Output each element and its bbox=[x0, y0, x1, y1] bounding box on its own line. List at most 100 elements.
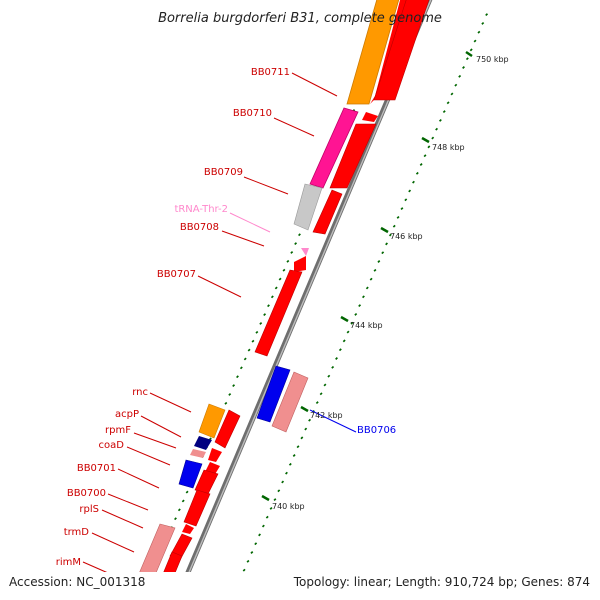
minor-tick-left bbox=[298, 233, 301, 237]
label-trna-thr-2: tRNA-Thr-2 bbox=[174, 204, 228, 215]
minor-tick-right bbox=[427, 145, 431, 149]
minor-tick-right bbox=[304, 427, 308, 431]
gene-bb0706 bbox=[256, 365, 291, 423]
minor-tick-right bbox=[261, 524, 265, 528]
minor-tick-right bbox=[273, 498, 277, 502]
minor-tick-right bbox=[477, 30, 481, 34]
minor-tick-right bbox=[288, 462, 292, 466]
minor-tick-right bbox=[485, 13, 489, 17]
minor-tick-right bbox=[246, 559, 250, 563]
minor-tick-right bbox=[431, 136, 435, 140]
label-bb0700: BB0700 bbox=[67, 488, 106, 499]
map-title: Borrelia burgdorferi B31, complete genom… bbox=[158, 11, 442, 26]
scale-label-750: 750 kbp bbox=[476, 55, 509, 64]
gene-bb0711 bbox=[346, 0, 400, 105]
minor-tick-right bbox=[438, 118, 442, 122]
minor-tick-right bbox=[435, 127, 439, 131]
scale-label-746: 746 kbp bbox=[390, 232, 423, 241]
scale-label-744: 744 kbp bbox=[350, 321, 383, 330]
minor-tick-right bbox=[442, 110, 446, 114]
scale-labels: 750 kbp 748 kbp 746 kbp 744 kbp 742 kbp … bbox=[261, 50, 509, 511]
minor-tick-right bbox=[323, 383, 327, 387]
minor-tick-left bbox=[255, 330, 259, 334]
minor-tick-right bbox=[285, 471, 288, 475]
minor-tick-right bbox=[385, 242, 388, 246]
gene-rnc-forward bbox=[214, 409, 241, 449]
minor-tick-right bbox=[396, 215, 400, 219]
minor-tick-left bbox=[263, 313, 267, 317]
minor-tick-right bbox=[415, 171, 419, 175]
label-acpp: acpP bbox=[115, 409, 139, 420]
minor-tick-right bbox=[465, 57, 469, 61]
gene-trna-thr-2 bbox=[301, 248, 309, 256]
minor-tick-right bbox=[419, 163, 423, 166]
minor-tick-right bbox=[377, 260, 381, 263]
minor-tick-left bbox=[174, 517, 177, 521]
minor-tick-left bbox=[185, 490, 189, 494]
gene-bb0707 bbox=[254, 269, 303, 357]
minor-tick-right bbox=[308, 418, 312, 422]
gene-blocks-middle bbox=[256, 365, 309, 433]
gene-bb0708 bbox=[312, 189, 343, 235]
label-trmd: trmD bbox=[64, 527, 90, 538]
minor-tick-right bbox=[373, 268, 377, 272]
minor-tick-right bbox=[327, 374, 331, 378]
minor-tick-right bbox=[454, 83, 458, 87]
accession-text: Accession: NC_001318 bbox=[9, 575, 145, 589]
minor-tick-left bbox=[181, 499, 185, 503]
minor-tick-left bbox=[278, 277, 282, 281]
minor-tick-left bbox=[224, 401, 228, 405]
label-bb0711: BB0711 bbox=[251, 67, 290, 78]
minor-tick-right bbox=[335, 357, 338, 360]
label-rnc: rnc bbox=[132, 387, 148, 398]
gene-bb0707-arrow bbox=[294, 256, 306, 272]
topology-text: Topology: linear; Length: 910,724 bp; Ge… bbox=[293, 575, 590, 589]
minor-tick-left bbox=[267, 304, 270, 308]
minor-tick-right bbox=[342, 339, 346, 343]
minor-tick-right bbox=[242, 568, 246, 572]
scale-label-748: 748 kbp bbox=[432, 143, 465, 152]
minor-tick-left bbox=[232, 384, 236, 388]
minor-tick-right bbox=[281, 480, 285, 484]
gene-blocks-lower bbox=[127, 403, 241, 600]
minor-tick-right bbox=[458, 74, 462, 78]
minor-tick-left bbox=[208, 437, 212, 441]
minor-tick-left bbox=[228, 393, 232, 396]
minor-tick-right bbox=[300, 436, 304, 440]
minor-tick-left bbox=[294, 242, 298, 246]
minor-tick-right bbox=[412, 180, 415, 184]
gene-bb0709 bbox=[293, 183, 323, 231]
minor-tick-right bbox=[365, 286, 369, 290]
minor-tick-left bbox=[247, 348, 251, 352]
label-bb0708: BB0708 bbox=[180, 222, 219, 233]
minor-tick-right bbox=[292, 454, 296, 457]
minor-tick-right bbox=[381, 251, 385, 255]
gene-bb0709-forward bbox=[329, 123, 377, 189]
minor-tick-right bbox=[315, 401, 319, 405]
minor-tick-right bbox=[388, 233, 392, 237]
minor-tick-left bbox=[243, 357, 247, 361]
minor-tick-right bbox=[481, 21, 485, 25]
minor-tick-right bbox=[369, 277, 373, 281]
gene-rpmf bbox=[190, 449, 206, 458]
label-bb0709: BB0709 bbox=[204, 167, 243, 178]
gene-bb0706-pale bbox=[271, 371, 309, 433]
label-bb0710: BB0710 bbox=[233, 108, 272, 119]
minor-tick-left bbox=[239, 366, 243, 370]
gene-bb0710-arrow bbox=[362, 112, 378, 122]
minor-tick-right bbox=[469, 48, 473, 52]
label-bb0701: BB0701 bbox=[77, 463, 116, 474]
gene-bb0710 bbox=[309, 107, 359, 189]
label-rpls: rplS bbox=[79, 504, 99, 515]
minor-tick-right bbox=[404, 198, 408, 202]
minor-tick-right bbox=[296, 445, 300, 449]
gene-blocks-upper bbox=[254, 0, 430, 357]
minor-tick-right bbox=[346, 330, 350, 334]
scale-label-740: 740 kbp bbox=[272, 502, 305, 511]
minor-tick-right bbox=[446, 101, 450, 105]
minor-tick-left bbox=[177, 508, 181, 512]
minor-tick-right bbox=[408, 189, 412, 193]
minor-tick-right bbox=[277, 489, 281, 493]
gene-acpp bbox=[194, 436, 212, 450]
